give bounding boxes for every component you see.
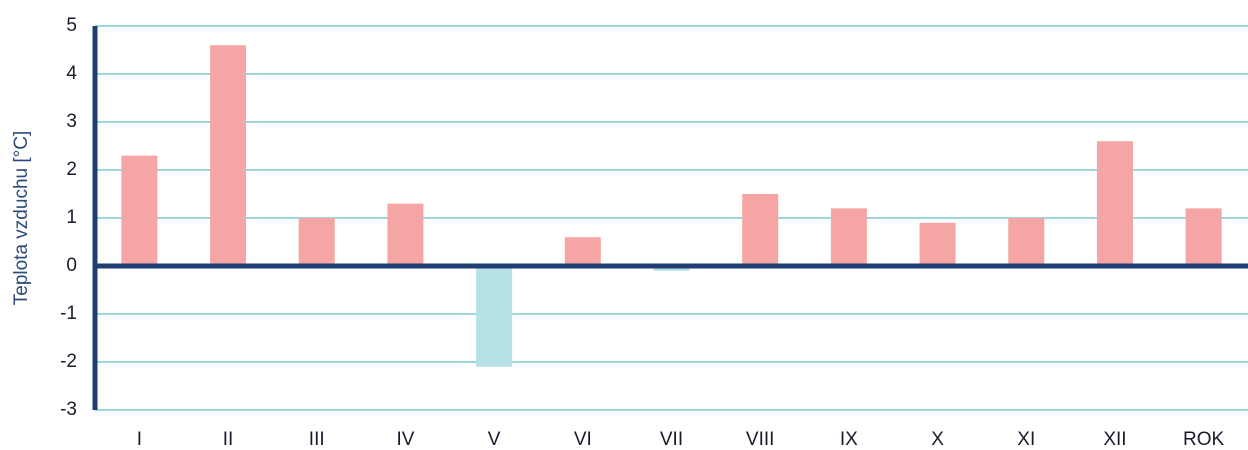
y-tick-label: -1 xyxy=(60,303,77,324)
y-tick-label: 2 xyxy=(66,159,77,180)
x-tick-label: VI xyxy=(574,429,592,450)
y-tick-label: -3 xyxy=(60,399,77,420)
x-tick-label: IV xyxy=(396,429,414,450)
bar xyxy=(919,222,956,266)
x-tick-label: II xyxy=(223,429,234,450)
y-tick-label: 5 xyxy=(66,15,77,36)
bar xyxy=(1096,141,1133,266)
bar xyxy=(298,218,335,266)
x-tick-label: X xyxy=(931,429,944,450)
bar xyxy=(476,266,513,367)
y-axis-title: Teplota vzduchu [°C] xyxy=(11,131,32,305)
bar xyxy=(564,237,601,266)
y-tick-label: 4 xyxy=(66,63,77,84)
x-tick-label: III xyxy=(309,429,325,450)
x-tick-label: ROK xyxy=(1183,429,1225,450)
bar xyxy=(121,155,158,266)
x-tick-label: IX xyxy=(840,429,858,450)
x-tick-label: V xyxy=(488,429,501,450)
x-tick-label: XI xyxy=(1017,429,1035,450)
bar xyxy=(387,203,424,266)
x-tick-label: I xyxy=(137,429,142,450)
y-tick-label: 3 xyxy=(66,111,77,132)
bar xyxy=(1185,208,1222,266)
y-tick-label: 1 xyxy=(66,207,77,228)
x-tick-label: VII xyxy=(660,429,683,450)
y-tick-label: 0 xyxy=(66,255,77,276)
bar xyxy=(742,194,779,266)
x-tick-label: VIII xyxy=(746,429,775,450)
y-tick-label: -2 xyxy=(60,351,77,372)
bar xyxy=(830,208,867,266)
x-tick-label: XII xyxy=(1103,429,1126,450)
bar xyxy=(210,45,247,267)
bar xyxy=(1008,218,1045,266)
